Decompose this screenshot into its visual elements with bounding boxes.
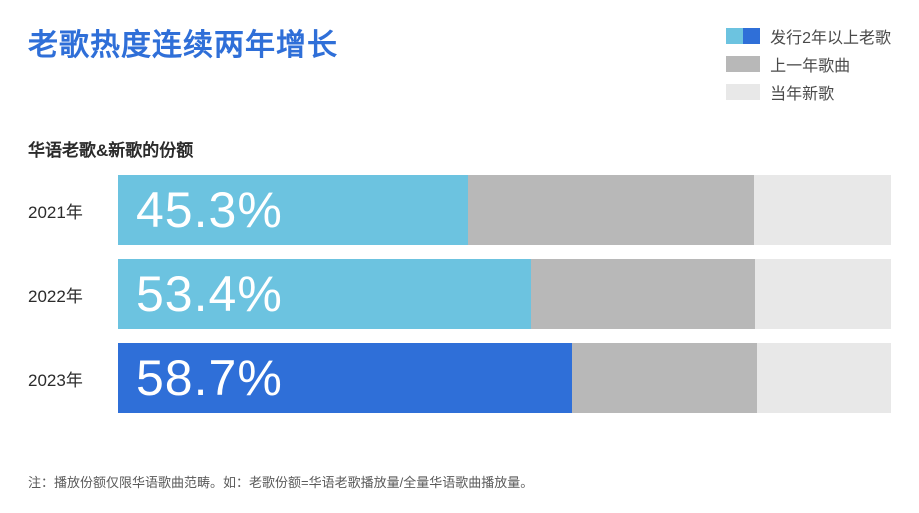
bar-segment: 45.3%	[118, 175, 468, 245]
legend-item: 发行2年以上老歌	[726, 24, 891, 48]
header-row: 老歌热度连续两年增长 发行2年以上老歌上一年歌曲当年新歌	[28, 20, 891, 108]
bar-segment	[755, 259, 891, 329]
bar-segment	[572, 343, 758, 413]
row-label: 2021年	[28, 198, 118, 223]
legend-label: 上一年歌曲	[770, 52, 850, 76]
bar-segment: 53.4%	[118, 259, 531, 329]
bar-segment: 58.7%	[118, 343, 572, 413]
bar: 53.4%	[118, 259, 891, 329]
legend-label: 当年新歌	[770, 80, 834, 104]
row-label: 2023年	[28, 366, 118, 391]
legend-item: 当年新歌	[726, 80, 891, 104]
legend-swatch	[726, 56, 760, 72]
bar-segment	[754, 175, 891, 245]
footnote: 注：播放份额仅限华语歌曲范畴。如：老歌份额=华语老歌播放量/全量华语歌曲播放量。	[28, 472, 533, 491]
row-label: 2022年	[28, 282, 118, 307]
bar-segment	[531, 259, 755, 329]
bar-value-label: 58.7%	[118, 349, 283, 407]
legend: 发行2年以上老歌上一年歌曲当年新歌	[726, 24, 891, 108]
stacked-bar-chart: 2021年45.3% 2022年53.4% 2023年58.7%	[28, 175, 891, 413]
bar: 45.3%	[118, 175, 891, 245]
bar-segment	[757, 343, 891, 413]
bar-segment	[468, 175, 754, 245]
bar-value-label: 45.3%	[118, 181, 283, 239]
chart-subtitle: 华语老歌&新歌的份额	[28, 136, 891, 161]
chart-row: 2021年45.3%	[28, 175, 891, 245]
page-title: 老歌热度连续两年增长	[28, 20, 338, 64]
chart-row: 2022年53.4%	[28, 259, 891, 329]
chart-row: 2023年58.7%	[28, 343, 891, 413]
legend-label: 发行2年以上老歌	[770, 24, 891, 48]
bar-value-label: 53.4%	[118, 265, 283, 323]
legend-swatch	[726, 28, 760, 44]
bar: 58.7%	[118, 343, 891, 413]
legend-swatch	[726, 84, 760, 100]
legend-item: 上一年歌曲	[726, 52, 891, 76]
